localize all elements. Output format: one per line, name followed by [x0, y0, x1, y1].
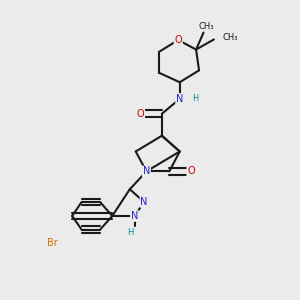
Text: ·H: ·H [191, 94, 199, 103]
Text: N: N [176, 94, 183, 104]
Text: H: H [127, 228, 134, 237]
Text: Br: Br [46, 238, 57, 248]
Text: CH₃: CH₃ [223, 33, 238, 42]
Text: O: O [137, 109, 144, 119]
Text: O: O [187, 167, 195, 176]
Text: N: N [131, 211, 138, 221]
Text: N: N [143, 167, 150, 176]
Text: CH₃: CH₃ [199, 22, 214, 31]
Text: O: O [174, 35, 182, 45]
Text: N: N [140, 197, 148, 207]
